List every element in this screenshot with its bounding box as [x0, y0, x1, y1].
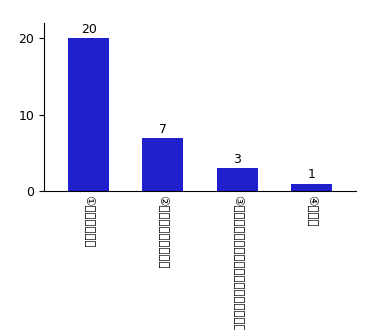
Text: 3: 3 — [233, 153, 241, 166]
Bar — [68, 38, 109, 191]
Text: 20: 20 — [81, 23, 97, 36]
Bar — [217, 168, 258, 191]
Text: 1: 1 — [308, 168, 315, 182]
Bar — [291, 184, 332, 191]
Text: ④その他: ④その他 — [305, 195, 318, 227]
Text: ②アンケート結果報告: ②アンケート結果報告 — [156, 195, 170, 269]
Text: ③他大学のコーディネーターと知り合えたこと: ③他大学のコーディネーターと知り合えたこと — [230, 195, 244, 330]
Text: ①各大学の状況: ①各大学の状況 — [82, 195, 95, 248]
Text: 7: 7 — [159, 122, 167, 136]
Bar — [142, 138, 183, 191]
